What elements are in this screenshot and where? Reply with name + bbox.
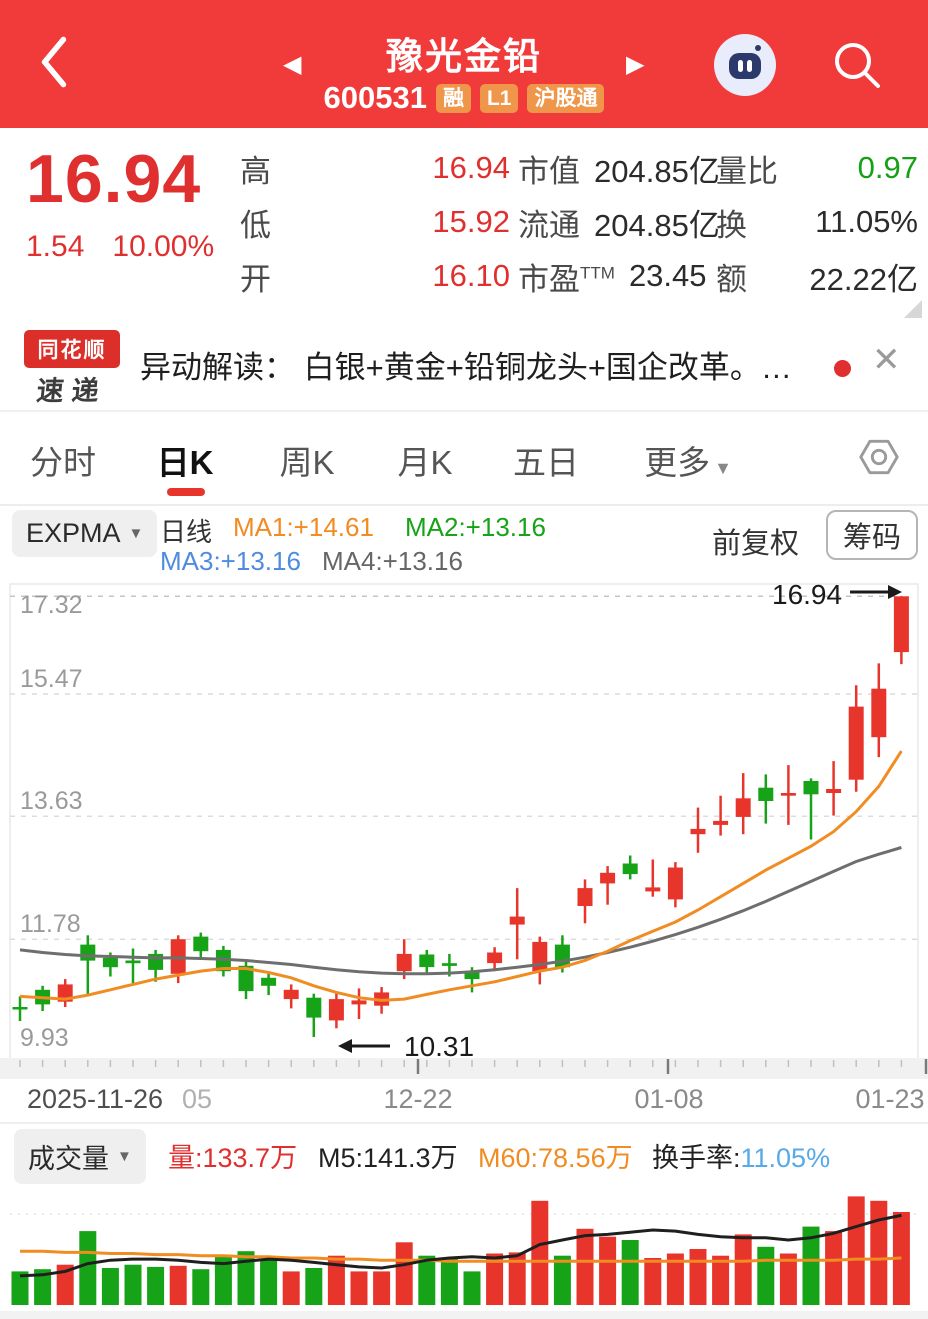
x-label: 12-22 [383,1084,453,1114]
tab-weekly-k[interactable]: 周K [279,444,335,481]
app-header: ◀ 豫光金铅 600531 融 L1 沪股通 ▶ [0,0,928,128]
volume-m5-line [19,1213,902,1278]
stat-pe: 市盈TTM 23.45 [518,258,707,297]
change-percent: 10.00% [112,230,215,263]
chevron-down-icon: ▼ [128,525,144,542]
back-icon[interactable] [34,32,74,92]
svg-text:11.78: 11.78 [20,910,81,938]
gear-icon[interactable] [856,434,902,480]
stat-turnover: 换 11.05% [716,204,918,243]
news-flash-bar[interactable]: 同花顺 速递 异动解读： 白银+黄金+铅铜龙头+国企改革。… ✕ [0,318,928,412]
badge-hk-connect: 沪股通 [527,83,605,113]
tab-more[interactable]: 更多 ▼ [644,444,732,481]
pe-ttm-sup: TTM [580,263,615,283]
stock-subtitle: 600531 融 L1 沪股通 [0,80,928,116]
volume-chart-svg [0,1196,928,1319]
stat-amount: 额 22.22亿 [716,261,918,297]
volume-value: 量:133.7万 [168,1143,298,1173]
tab-daily-k[interactable]: 日K [156,444,214,481]
svg-text:15.47: 15.47 [20,665,83,693]
volume-pane[interactable] [0,1180,928,1319]
price-change: 1.54 10.00% [26,230,214,264]
svg-text:17.32: 17.32 [20,591,83,619]
ths-express-logo: 同花顺 速递 [24,330,120,408]
turnover-rate: 换手率:11.05% [652,1143,831,1173]
x-label: 01-08 [634,1084,704,1114]
volume-indicator-selector[interactable]: 成交量 ▼ [14,1129,146,1184]
stat-mktcap: 市值 204.85亿 [518,153,720,189]
adjust-mode-label[interactable]: 前复权 [712,528,800,560]
stock-code: 600531 [323,80,427,115]
volume-bars [11,1196,910,1305]
max-annotation: 16.94 10.31 [338,579,902,1062]
last-price: 16.94 [26,141,202,217]
chip-distribution-button[interactable]: 筹码 [826,510,918,560]
volume-header: 成交量 ▼ 量:133.7万 M5:141.3万 M60:78.56万 换手率:1… [0,1122,928,1184]
tab-monthly-k[interactable]: 月K [397,444,453,481]
x-label: 01-23 [855,1084,925,1114]
candlestick-chart[interactable]: 17.32 15.47 13.63 11.78 9.93 16.94 10.31 [0,576,928,1080]
tab-five-day[interactable]: 五日 [513,444,579,481]
ma4-value: MA4:+13.16 [322,546,463,576]
change-amount: 1.54 [26,230,85,263]
badge-level: L1 [479,83,519,113]
y-axis-labels: 17.32 15.47 13.63 11.78 9.93 [20,591,83,1052]
ma1-value: MA1:+14.61 [233,512,374,542]
price-chart-svg: 17.32 15.47 13.63 11.78 9.93 16.94 10.31 [0,579,928,1079]
stat-open: 开 16.10 [240,258,510,297]
active-tab-underline [167,488,205,496]
chevron-down-icon: ▼ [117,1148,132,1165]
stat-float: 流通 204.85亿 [518,207,720,243]
ma-fast-line [19,750,903,1002]
stat-low: 低 15.92 [240,204,510,243]
prev-stock-icon[interactable]: ◀ [283,51,302,78]
x-label: 05 [181,1084,213,1114]
svg-text:16.94: 16.94 [772,579,842,610]
svg-text:10.31: 10.31 [404,1031,474,1062]
indicator-bar: EXPMA ▼ 日线 MA1:+14.61 MA2:+13.16 MA3:+13.… [0,506,928,576]
close-icon[interactable]: ✕ [872,341,901,379]
ma3-value: MA3:+13.16 [160,546,301,576]
search-icon[interactable] [828,36,886,94]
indicator-selector[interactable]: EXPMA ▼ [12,510,158,557]
assistant-robot-icon[interactable] [714,34,776,96]
chevron-down-icon: ▼ [714,458,732,478]
volume-m60-line [20,1249,902,1263]
volume-ma60: M60:78.56万 [478,1143,633,1173]
svg-text:9.93: 9.93 [20,1024,69,1052]
ma2-value: MA2:+13.16 [405,512,546,542]
candles [12,596,909,1037]
volume-ma5: M5:141.3万 [318,1143,458,1173]
period-tabs: 分时 日K 周K 月K 五日 更多 ▼ [0,412,928,506]
stat-volume-ratio: 量比 0.97 [716,150,918,189]
tab-minute[interactable]: 分时 [30,444,96,481]
stock-title: 豫光金铅 [386,36,542,77]
next-stock-icon[interactable]: ▶ [626,51,645,78]
unread-dot [834,360,851,377]
x-label: 2025-11-26 [26,1084,164,1114]
period-label: 日线 [160,517,213,547]
x-axis-labels: 2025-11-26 05 12-22 01-08 01-23 [0,1080,928,1122]
svg-text:13.63: 13.63 [20,787,83,815]
news-text[interactable]: 异动解读： 白银+黄金+铅铜龙头+国企改革。… [140,350,792,385]
ma-slow-line [19,846,902,976]
stat-high: 高 16.94 [240,150,510,189]
quote-panel: 16.94 1.54 10.00% 高 16.94 低 15.92 开 16.10 市… [0,128,928,326]
badge-margin: 融 [435,83,471,113]
